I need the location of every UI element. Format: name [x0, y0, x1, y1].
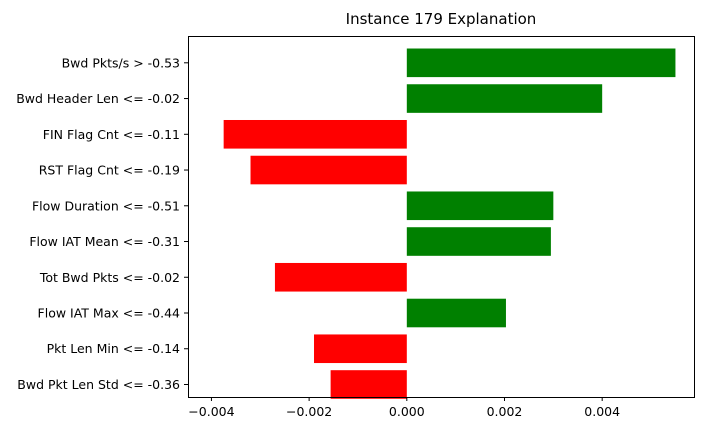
y-tick-label: Flow IAT Max <= -0.44: [38, 306, 181, 321]
y-tick-label: Flow Duration <= -0.51: [32, 198, 180, 213]
y-tick-label: RST Flag Cnt <= -0.19: [39, 163, 180, 178]
x-tick-label: 0.000: [389, 404, 425, 419]
bar: [406, 48, 676, 78]
bar: [406, 84, 603, 113]
x-tick-label: −0.002: [286, 404, 332, 419]
bar: [406, 298, 506, 328]
y-tick-label: FIN Flag Cnt <= -0.11: [43, 127, 180, 142]
y-tick-labels: Bwd Pkts/s > -0.53 Bwd Header Len <= -0.0…: [16, 55, 188, 392]
bars-group: [223, 48, 676, 399]
plot-frame: [188, 36, 695, 398]
y-tick-label: Flow IAT Mean <= -0.31: [29, 234, 180, 249]
x-axis: −0.004 −0.002 0.000 0.002 0.004: [188, 397, 620, 419]
x-tick-label: 0.002: [487, 404, 523, 419]
x-tick-label: −0.004: [188, 404, 234, 419]
chart-title: Instance 179 Explanation: [346, 10, 537, 28]
bar: [330, 370, 407, 399]
bar: [406, 227, 551, 256]
x-tick-label: 0.004: [584, 404, 620, 419]
y-tick-label: Bwd Pkts/s > -0.53: [62, 55, 180, 70]
bar: [250, 155, 407, 185]
y-tick-label: Pkt Len Min <= -0.14: [47, 341, 180, 356]
y-tick-label: Tot Bwd Pkts <= -0.02: [39, 270, 180, 285]
bar: [314, 334, 407, 364]
bar: [274, 262, 407, 292]
bar: [406, 191, 554, 221]
y-tick-label: Bwd Pkt Len Std <= -0.36: [17, 377, 180, 392]
y-tick-label: Bwd Header Len <= -0.02: [16, 91, 180, 106]
bar: [223, 119, 407, 149]
